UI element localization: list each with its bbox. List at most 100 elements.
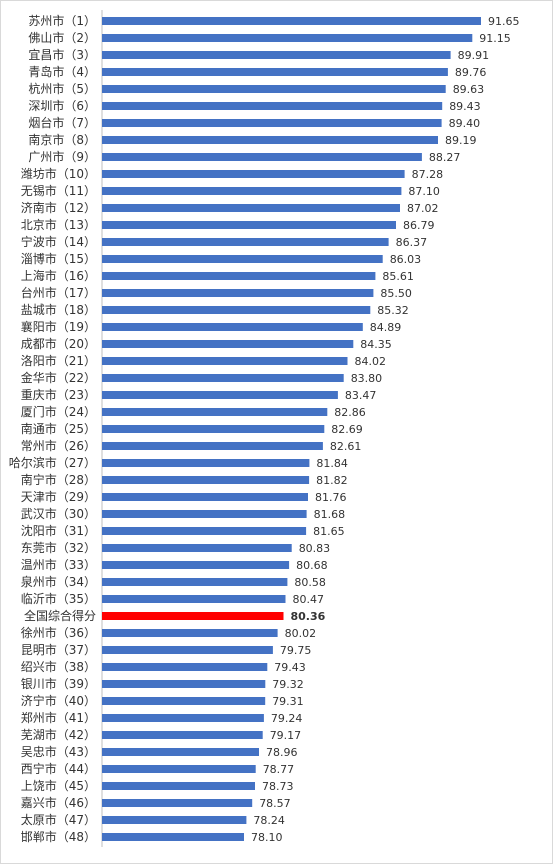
data-label: 82.69 <box>331 423 363 436</box>
data-label: 79.75 <box>280 644 312 657</box>
bar <box>102 493 308 501</box>
data-label: 85.32 <box>377 304 409 317</box>
category-label: 烟台市（7） <box>28 115 96 130</box>
data-label: 88.27 <box>429 151 461 164</box>
data-label: 87.10 <box>408 185 440 198</box>
data-label: 78.77 <box>263 763 295 776</box>
data-label: 89.40 <box>449 117 481 130</box>
data-label: 78.73 <box>262 780 294 793</box>
labels-layer: 苏州市（1） 91.65 佛山市（2） 91.15 宜昌市（3） 89.91 青岛市（4） 8… <box>9 13 520 844</box>
bar <box>102 561 290 569</box>
bar <box>102 221 396 229</box>
data-label: 84.02 <box>355 355 387 368</box>
category-label: 常州市（26） <box>21 438 96 453</box>
bar <box>102 765 256 773</box>
bar <box>102 697 266 705</box>
category-label: 全国综合得分 <box>24 608 96 623</box>
data-label: 87.28 <box>412 168 444 181</box>
data-label: 80.47 <box>293 593 325 606</box>
data-label: 82.61 <box>330 440 362 453</box>
category-label: 宁波市（14） <box>21 234 96 249</box>
category-label: 台州市（17） <box>21 285 96 300</box>
category-label: 银川市（39） <box>21 676 96 691</box>
bar <box>102 136 438 144</box>
data-label: 80.83 <box>299 542 331 555</box>
data-label: 79.24 <box>271 712 303 725</box>
bar <box>102 306 371 314</box>
bar <box>102 357 348 365</box>
category-label: 上海市（16） <box>21 268 96 283</box>
data-label: 79.17 <box>270 729 302 742</box>
category-label: 郑州市（41） <box>21 710 96 725</box>
data-label: 78.10 <box>251 831 283 844</box>
data-label: 91.15 <box>479 32 511 45</box>
bar <box>102 85 446 93</box>
bar <box>102 408 328 416</box>
data-label: 81.68 <box>314 508 346 521</box>
data-label: 80.36 <box>291 610 326 623</box>
category-label: 无锡市（11） <box>21 183 96 198</box>
category-label: 昆明市（37） <box>21 642 96 657</box>
bar-national-average <box>102 612 284 620</box>
category-label: 淄博市（15） <box>21 251 96 266</box>
data-label: 78.24 <box>253 814 285 827</box>
bar <box>102 187 402 195</box>
category-label: 襄阳市（19） <box>21 319 96 334</box>
data-label: 81.82 <box>316 474 348 487</box>
category-label: 上饶市（45） <box>21 778 96 793</box>
bar <box>102 68 448 76</box>
category-label: 沈阳市（31） <box>21 523 96 538</box>
data-label: 80.02 <box>285 627 317 640</box>
data-label: 89.19 <box>445 134 477 147</box>
bar <box>102 663 268 671</box>
bar <box>102 238 389 246</box>
category-label: 吴忠市（43） <box>21 744 96 759</box>
data-label: 81.65 <box>313 525 345 538</box>
data-label: 84.89 <box>370 321 402 334</box>
category-label: 天津市（29） <box>21 489 96 504</box>
bar <box>102 510 307 518</box>
category-label: 北京市（13） <box>21 217 96 232</box>
category-label: 南通市（25） <box>21 421 96 436</box>
category-label: 邯郸市（48） <box>21 829 96 844</box>
data-label: 84.35 <box>360 338 392 351</box>
category-label: 青岛市（4） <box>28 64 96 79</box>
data-label: 86.37 <box>396 236 428 249</box>
data-label: 83.80 <box>351 372 383 385</box>
bar <box>102 799 253 807</box>
bar <box>102 680 266 688</box>
category-label: 金华市（22） <box>21 370 96 385</box>
category-label: 芜湖市（42） <box>21 727 96 742</box>
bar <box>102 714 264 722</box>
bar <box>102 51 451 59</box>
data-label: 89.76 <box>455 66 487 79</box>
category-label: 深圳市（6） <box>28 98 96 113</box>
bar <box>102 731 263 739</box>
bar <box>102 442 323 450</box>
category-label: 泉州市（34） <box>21 574 96 589</box>
bar <box>102 391 338 399</box>
bar <box>102 544 292 552</box>
data-label: 89.63 <box>453 83 485 96</box>
category-label: 南京市（8） <box>28 132 96 147</box>
bar <box>102 170 405 178</box>
data-label: 85.61 <box>382 270 414 283</box>
bar <box>102 816 247 824</box>
bar <box>102 289 374 297</box>
data-label: 78.57 <box>259 797 291 810</box>
bar <box>102 782 255 790</box>
bar <box>102 255 383 263</box>
category-label: 厦门市（24） <box>21 404 96 419</box>
category-label: 洛阳市（21） <box>21 353 96 368</box>
category-label: 宜昌市（3） <box>28 47 96 62</box>
category-label: 西宁市（44） <box>21 761 96 776</box>
category-label: 济南市（12） <box>21 200 96 215</box>
category-label: 佛山市（2） <box>28 30 96 45</box>
bar <box>102 425 325 433</box>
category-label: 杭州市（5） <box>28 81 96 96</box>
category-label: 哈尔滨市（27） <box>9 455 96 470</box>
bar <box>102 578 288 586</box>
bar <box>102 374 344 382</box>
